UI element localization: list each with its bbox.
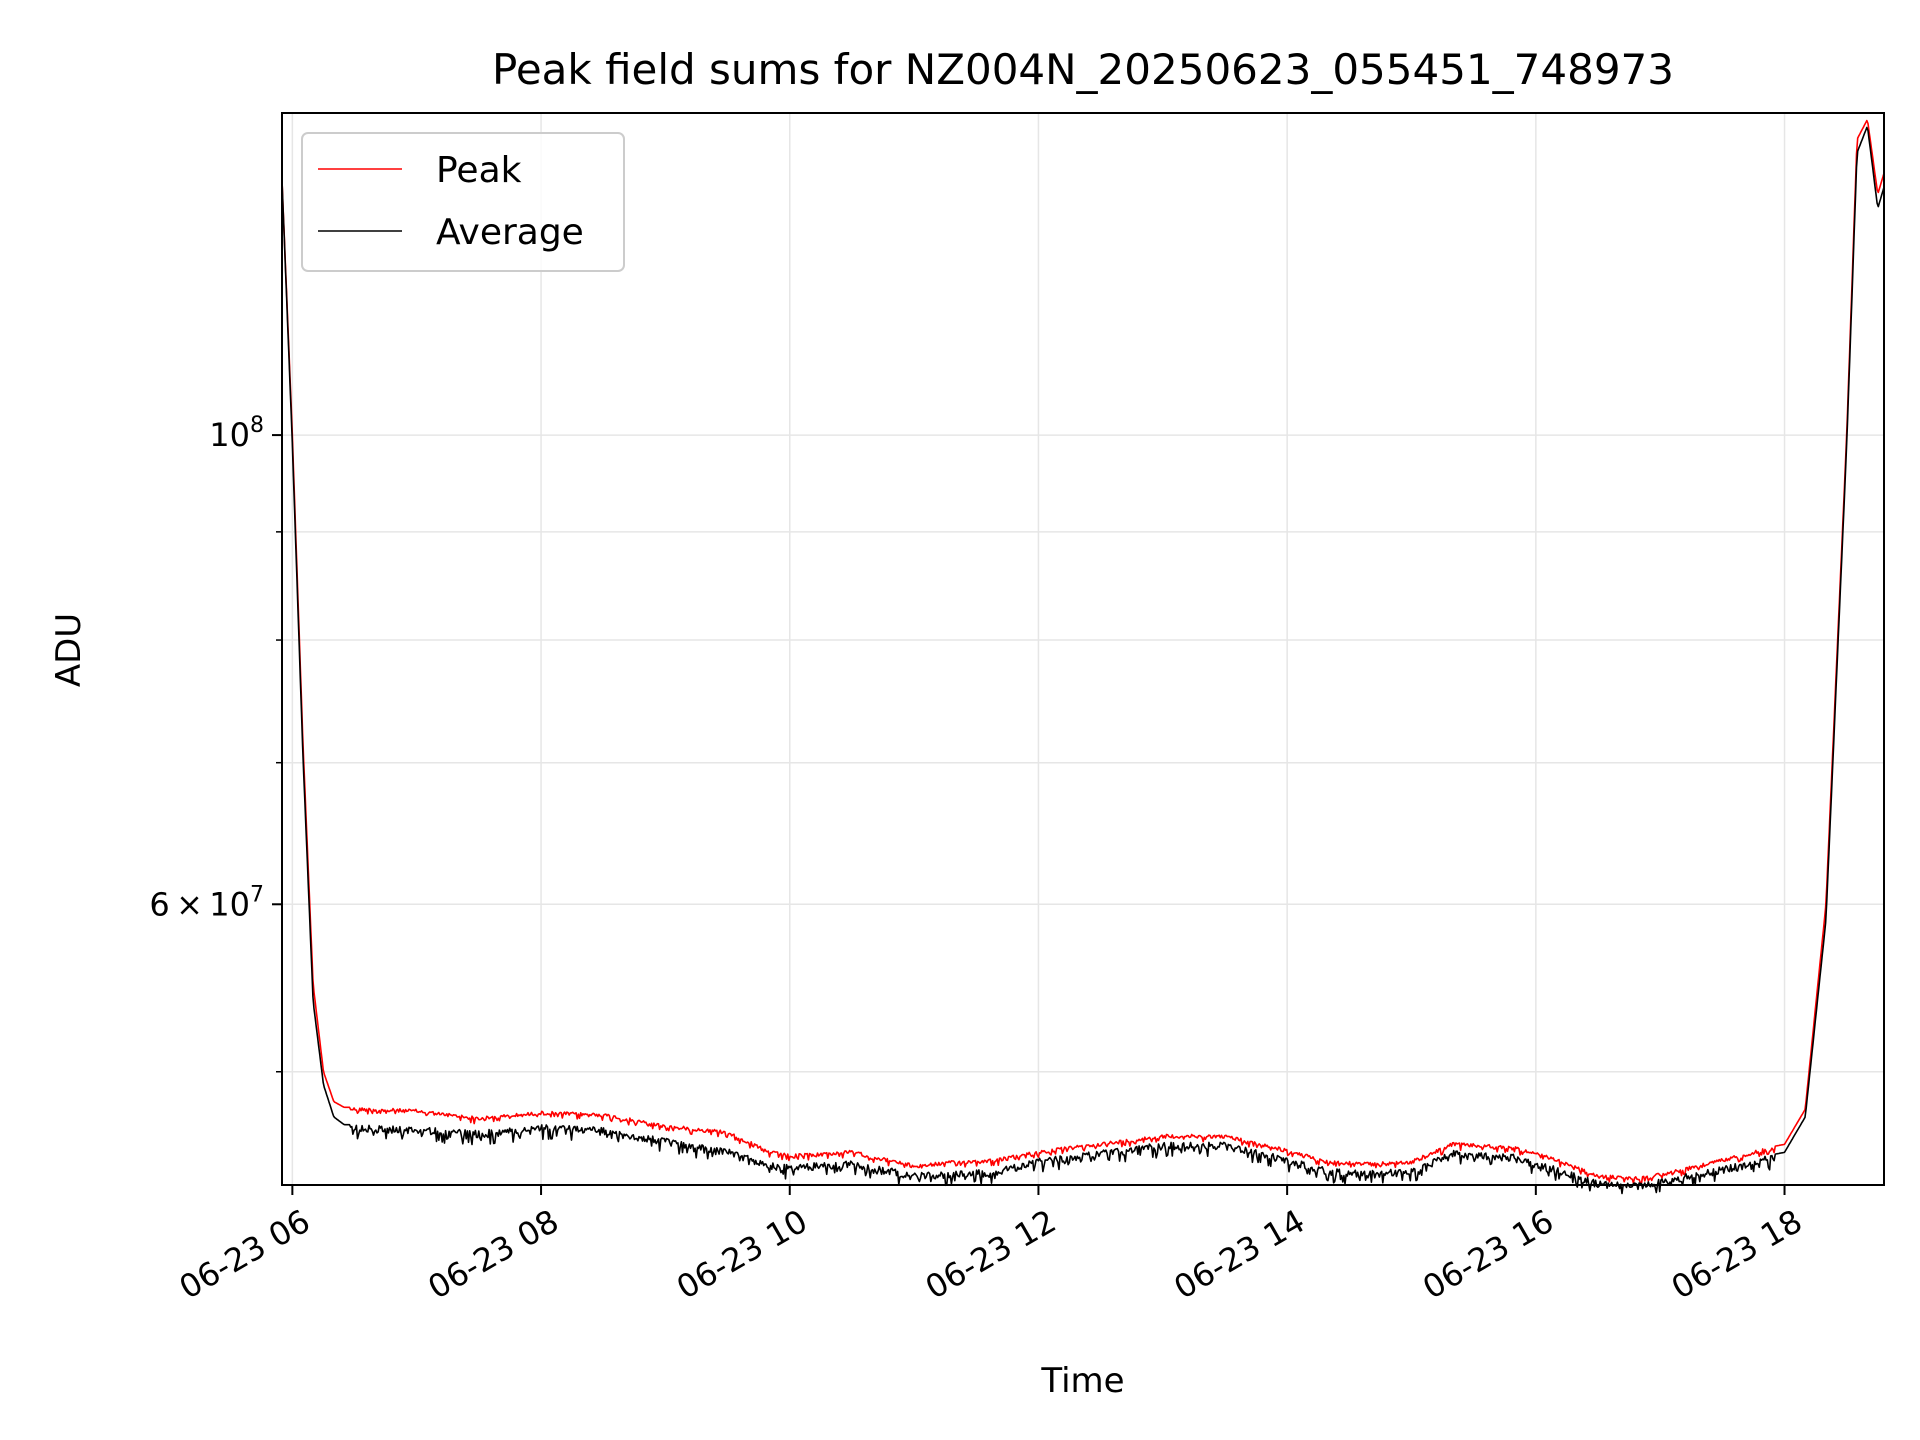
- legend: Peak Average: [301, 132, 625, 272]
- legend-label-average: Average: [436, 212, 584, 253]
- y-tick-label: 6 × 107: [149, 882, 264, 923]
- legend-box: [301, 132, 625, 272]
- y-axis: 108 6 × 107: [149, 413, 282, 1073]
- plot-frame: [281, 112, 1885, 1186]
- grid-lines: [282, 113, 1884, 1185]
- legend-label-peak: Peak: [436, 150, 522, 191]
- series-line-average: [281, 126, 1885, 1195]
- y-tick-label: 108: [209, 413, 264, 454]
- chart-title: Peak field sums for NZ004N_20250623_0554…: [492, 45, 1674, 94]
- x-axis-title: Time: [1040, 1361, 1124, 1401]
- series-line-peak: [281, 119, 1885, 1185]
- plot-lines: [281, 119, 1885, 1195]
- y-axis-title: ADU: [49, 613, 89, 687]
